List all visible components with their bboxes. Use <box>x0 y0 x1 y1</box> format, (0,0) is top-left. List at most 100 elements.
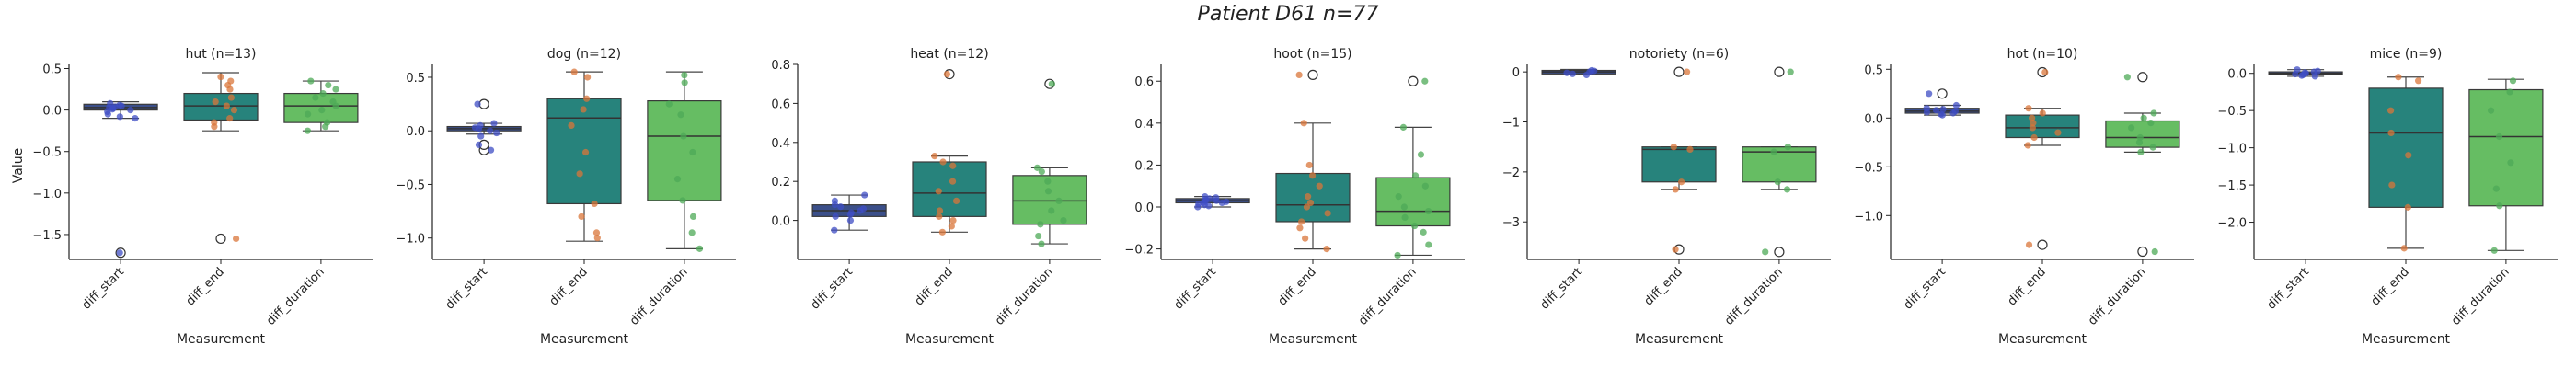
data-point <box>578 213 585 221</box>
y-tick-label: 0.5 <box>1864 63 1883 77</box>
data-point <box>592 229 601 236</box>
panel-title: dog (n=12) <box>547 47 621 62</box>
y-tick-label: 0.5 <box>406 72 425 86</box>
chart-panel-3: hoot (n=15) 0.6 0.4 0.2 0.0 −0.2 diff_start dif… <box>1124 47 1465 347</box>
data-point <box>1394 251 1401 259</box>
data-point <box>1038 168 1045 176</box>
data-point <box>2136 133 2144 142</box>
data-point <box>2041 68 2049 76</box>
data-point <box>2298 72 2306 79</box>
x-axis-label: Measurement <box>1998 332 2087 347</box>
data-point <box>931 153 938 160</box>
x-axis-label: Measurement <box>540 332 629 347</box>
y-tick-label: −2.0 <box>2217 217 2247 231</box>
data-point <box>1420 228 1427 236</box>
x-tick-label: diff_end <box>184 265 227 308</box>
data-point <box>2039 109 2046 117</box>
chart-panel-1: dog (n=12) 0.5 0.0 −0.5 −1.0 diff_start diff_e… <box>396 47 736 347</box>
y-tick-label: −1.0 <box>1854 210 1883 224</box>
y-tick-label: 0.5 <box>42 63 62 77</box>
panel-title: hut (n=13) <box>185 47 256 62</box>
data-point <box>304 127 312 134</box>
data-point <box>2311 73 2318 80</box>
panel-title: notoriety (n=6) <box>1629 47 1729 62</box>
outlier-point <box>1774 66 1785 77</box>
data-point <box>2400 245 2408 252</box>
y-tick-label: −0.2 <box>1124 244 1154 258</box>
box-iqr <box>183 92 259 121</box>
data-point <box>477 132 485 140</box>
data-point <box>1044 188 1052 195</box>
x-tick-label: diff_duration <box>2449 265 2513 328</box>
data-point <box>109 106 116 113</box>
data-point <box>861 191 868 199</box>
x-tick-label: diff_start <box>1538 265 1585 312</box>
data-point <box>837 203 845 211</box>
data-point <box>1302 235 1309 242</box>
y-tick-label: 0.6 <box>1134 75 1154 89</box>
data-point <box>665 100 673 108</box>
data-point <box>2490 247 2498 254</box>
data-point <box>936 207 944 214</box>
y-tick-label: −0.5 <box>1854 161 1883 175</box>
y-tick-label: −1.0 <box>396 233 425 247</box>
box-iqr <box>912 161 987 217</box>
data-point <box>1194 203 1202 211</box>
outlier-point <box>1307 69 1318 80</box>
data-point <box>1048 80 1055 87</box>
data-point <box>2487 107 2495 114</box>
data-point <box>1395 193 1402 201</box>
y-tick-label: 0.6 <box>771 98 790 111</box>
panel-title: hot (n=10) <box>2007 47 2078 62</box>
data-point <box>1044 178 1052 185</box>
data-point <box>935 188 942 195</box>
y-tick-label: 0.0 <box>771 215 790 229</box>
data-point <box>226 115 234 122</box>
y-tick-label: −0.5 <box>32 146 62 160</box>
data-point <box>232 235 240 243</box>
data-point <box>2386 107 2395 114</box>
x-tick-label: diff_end <box>2369 265 2412 308</box>
data-point <box>475 141 483 148</box>
data-point <box>1425 241 1432 248</box>
outlier-point <box>2137 246 2148 258</box>
data-point <box>226 86 234 93</box>
data-point <box>1421 77 1429 85</box>
data-point <box>307 77 315 85</box>
chart-panel-5: hot (n=10) 0.5 0.0 −0.5 −1.0 diff_start diff_e… <box>1854 47 2194 347</box>
data-point <box>2495 132 2503 141</box>
data-point <box>689 213 697 221</box>
data-point <box>2509 77 2517 85</box>
data-point <box>1678 178 1685 186</box>
data-point <box>1400 203 1408 211</box>
data-point <box>1055 197 1063 204</box>
data-point <box>1305 193 1312 201</box>
data-point <box>2123 74 2131 81</box>
data-point <box>680 132 687 140</box>
data-point <box>584 74 592 81</box>
data-point <box>1035 232 1042 240</box>
data-point <box>332 102 339 109</box>
data-point <box>568 121 575 129</box>
data-point <box>1038 240 1045 247</box>
y-axis-label: Value <box>11 148 26 183</box>
data-point <box>1399 123 1408 131</box>
data-point <box>2025 241 2033 248</box>
x-tick-label: diff_duration <box>264 265 328 328</box>
y-tick-label: −1.5 <box>32 229 62 243</box>
data-point <box>1787 68 1794 75</box>
data-point <box>677 111 684 119</box>
x-tick-label: diff_end <box>1276 265 1319 308</box>
data-point <box>2292 70 2299 78</box>
x-axis-label: Measurement <box>1269 332 1358 347</box>
box-iqr <box>1742 146 1817 183</box>
figure-title: Patient D61 n=77 <box>1198 3 1379 26</box>
data-point <box>230 107 238 114</box>
data-point <box>1683 68 1691 75</box>
outlier-point <box>2037 239 2048 250</box>
y-tick-label: 0.0 <box>2227 68 2247 82</box>
data-point <box>948 223 955 230</box>
chart-panels: hut (n=13) 0.5 0.0 −0.5 −1.0 −1.5 diff_start di… <box>32 47 2558 347</box>
data-point <box>857 207 864 214</box>
